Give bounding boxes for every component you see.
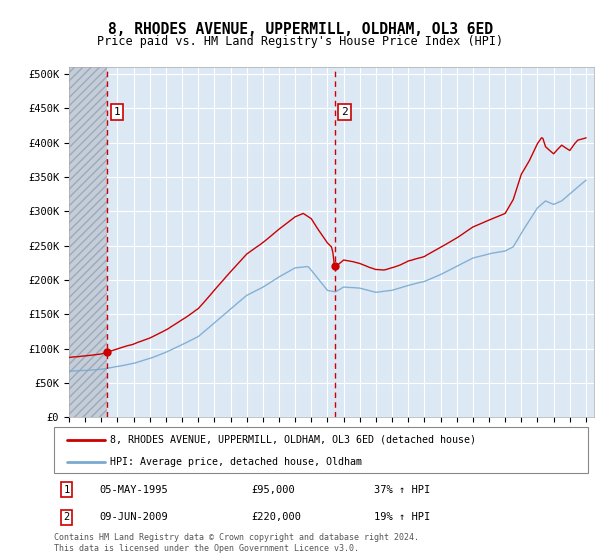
Text: 2: 2 xyxy=(341,107,348,117)
Text: £95,000: £95,000 xyxy=(251,484,295,494)
Bar xyxy=(69,67,107,417)
Text: HPI: Average price, detached house, Oldham: HPI: Average price, detached house, Oldh… xyxy=(110,456,362,466)
Text: 05-MAY-1995: 05-MAY-1995 xyxy=(100,484,168,494)
Text: 09-JUN-2009: 09-JUN-2009 xyxy=(100,512,168,522)
Text: 1: 1 xyxy=(114,107,121,117)
Text: 8, RHODES AVENUE, UPPERMILL, OLDHAM, OL3 6ED (detached house): 8, RHODES AVENUE, UPPERMILL, OLDHAM, OL3… xyxy=(110,435,476,445)
Text: Contains HM Land Registry data © Crown copyright and database right 2024.
This d: Contains HM Land Registry data © Crown c… xyxy=(54,533,419,553)
FancyBboxPatch shape xyxy=(54,427,588,473)
Text: 37% ↑ HPI: 37% ↑ HPI xyxy=(374,484,431,494)
Text: 19% ↑ HPI: 19% ↑ HPI xyxy=(374,512,431,522)
Text: 8, RHODES AVENUE, UPPERMILL, OLDHAM, OL3 6ED: 8, RHODES AVENUE, UPPERMILL, OLDHAM, OL3… xyxy=(107,22,493,38)
Text: 2: 2 xyxy=(64,512,70,522)
Text: £220,000: £220,000 xyxy=(251,512,302,522)
Bar xyxy=(69,67,107,417)
Text: Price paid vs. HM Land Registry's House Price Index (HPI): Price paid vs. HM Land Registry's House … xyxy=(97,35,503,48)
Text: 1: 1 xyxy=(64,484,70,494)
